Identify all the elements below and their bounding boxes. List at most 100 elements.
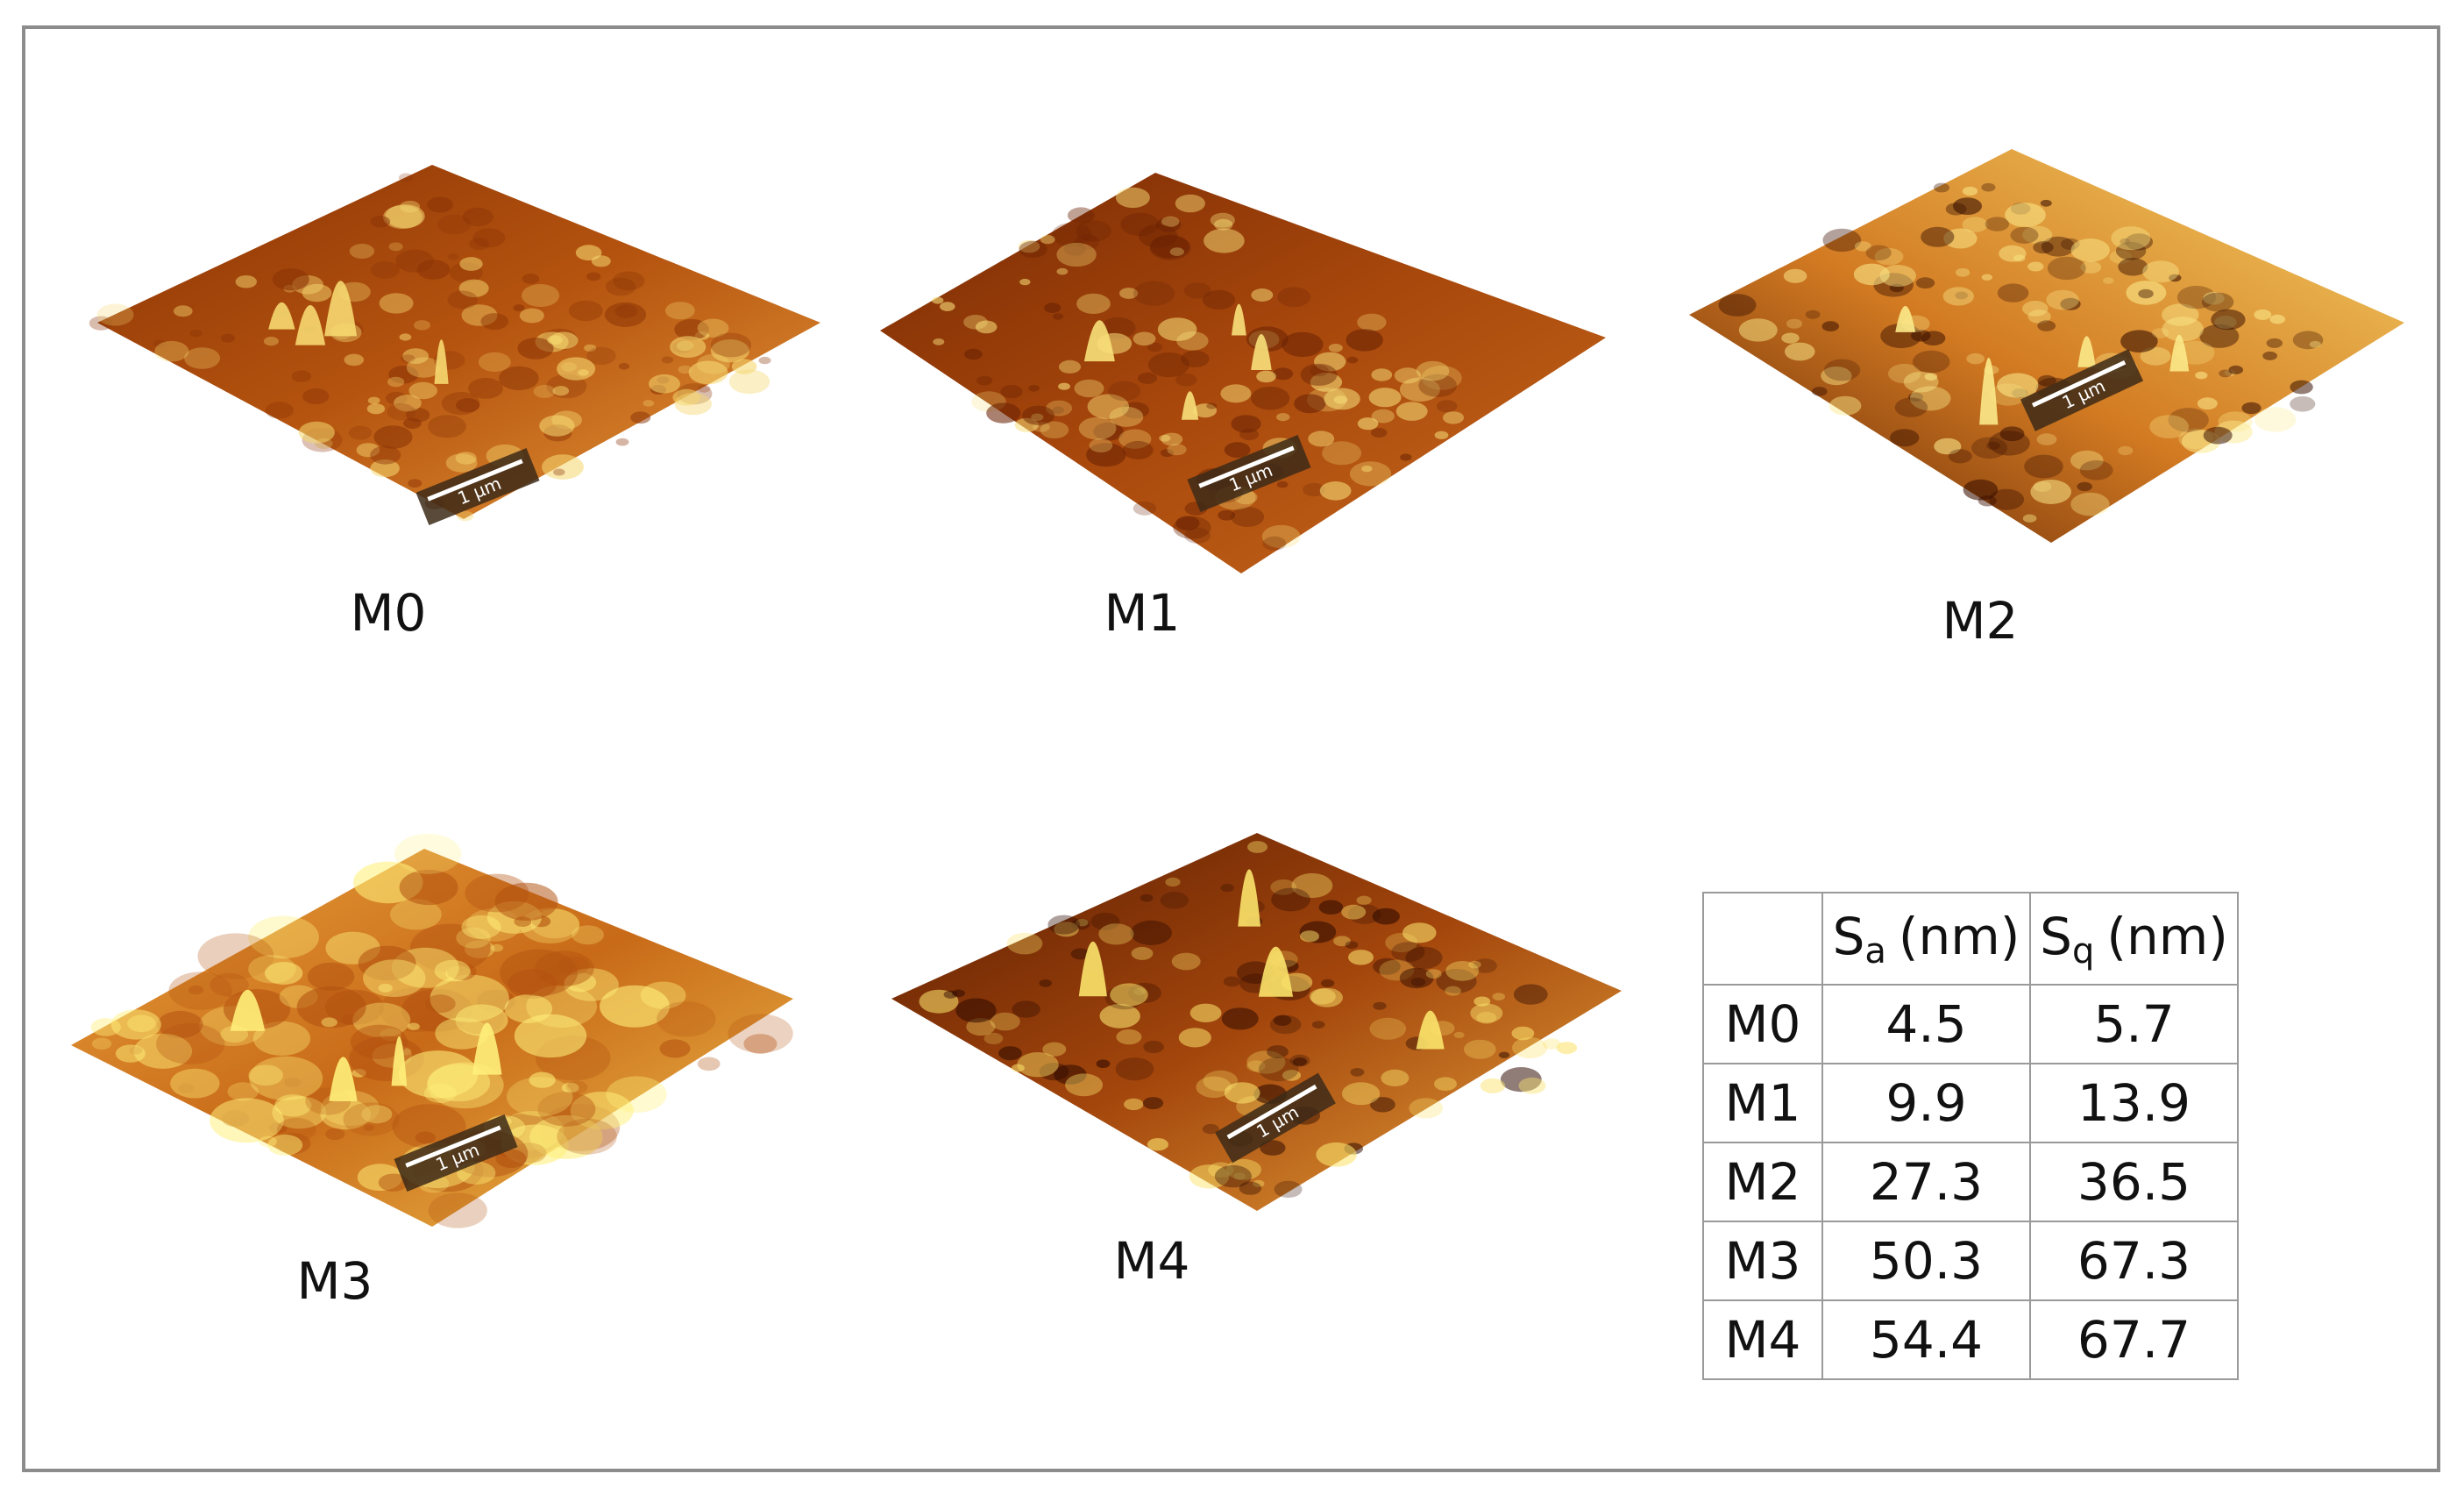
- surface-peak: [1232, 303, 1246, 336]
- surface-bump: [1202, 289, 1236, 310]
- surface-bump: [1273, 1014, 1292, 1027]
- surface-bump: [447, 290, 479, 310]
- surface-bump: [1044, 303, 1062, 313]
- surface-bump: [296, 986, 366, 1029]
- surface-bump: [1221, 1007, 1259, 1030]
- surface-bump: [1076, 293, 1111, 314]
- surface-bump: [2219, 369, 2233, 378]
- table-cell: 9.9: [1821, 1063, 2031, 1143]
- surface-bump: [1122, 440, 1154, 459]
- surface-bump: [265, 962, 303, 985]
- surface-bump: [570, 1092, 634, 1130]
- surface-bump: [1246, 1050, 1286, 1074]
- surface-bump: [1189, 1003, 1222, 1023]
- surface-bump: [276, 1117, 316, 1142]
- surface-base: [97, 165, 820, 519]
- surface-bump: [2309, 340, 2321, 348]
- surface-bump: [472, 228, 506, 248]
- surface-bump: [998, 1046, 1022, 1061]
- surface-bump: [1303, 482, 1325, 497]
- surface-bump: [1100, 317, 1136, 339]
- table-cell: 4.5: [1821, 984, 2031, 1064]
- surface-bump: [1812, 387, 1828, 396]
- surface-bump: [1308, 431, 1335, 447]
- surface-bump: [1828, 395, 1862, 416]
- surface-bump: [1047, 915, 1080, 935]
- surface-bump: [1076, 220, 1111, 242]
- surface-bump: [209, 1098, 284, 1143]
- surface-peak: [391, 1036, 408, 1086]
- surface-bump: [1056, 242, 1097, 267]
- surface-bump: [267, 1134, 303, 1156]
- surface-bump: [1518, 1077, 1546, 1094]
- surface-bump: [1028, 385, 1040, 392]
- surface-bump: [457, 510, 474, 522]
- surface-bump: [572, 925, 604, 945]
- surface-bump: [1955, 291, 1969, 300]
- surface-bump: [1368, 388, 1402, 408]
- surface-bump: [2138, 288, 2154, 299]
- surface-bump: [197, 933, 274, 979]
- surface-bump: [1258, 1057, 1299, 1082]
- surface-bump: [1320, 979, 1335, 987]
- surface-bump: [416, 260, 451, 280]
- surface-bump: [1206, 402, 1218, 409]
- surface-bump: [539, 415, 575, 437]
- surface-peak: [1895, 305, 1916, 332]
- surface-bump: [2030, 480, 2071, 504]
- surface-bump: [1978, 495, 1997, 507]
- surface-bump: [1147, 342, 1163, 352]
- surface-bump: [1131, 946, 1154, 960]
- surface-bump: [394, 395, 422, 412]
- column-header: Sa (nm): [1821, 892, 2031, 986]
- surface-bump: [1391, 942, 1425, 963]
- surface-bump: [2027, 261, 2044, 272]
- surface-bump: [2033, 480, 2052, 492]
- surface-bump: [1087, 394, 1130, 419]
- surface-bump: [2228, 365, 2243, 374]
- surface-bump: [89, 316, 113, 331]
- surface-bump: [1291, 872, 1333, 899]
- surface-bump: [115, 1044, 146, 1063]
- surface-bump: [1067, 207, 1095, 224]
- surface-bump: [710, 339, 749, 363]
- surface-bump: [2162, 317, 2204, 342]
- surface-bump: [1921, 226, 1955, 247]
- table-row: M4 54.4 67.7: [1702, 1299, 2239, 1380]
- surface-bump: [1966, 352, 1985, 365]
- surface-bump: [1282, 331, 1324, 358]
- surface-bump: [1133, 501, 1157, 516]
- surface-bump: [547, 335, 563, 345]
- surface-bump: [1370, 1097, 1395, 1113]
- surface-bump: [398, 1050, 479, 1099]
- surface-bump: [387, 376, 405, 388]
- surface-bump: [1981, 182, 1996, 192]
- surface-bump: [1175, 516, 1200, 530]
- surface-bump: [1070, 948, 1090, 960]
- surface-bump: [561, 362, 577, 372]
- surface-bump: [2169, 274, 2182, 282]
- surface-bump: [2126, 281, 2167, 305]
- surface-bump: [674, 318, 709, 340]
- surface-bump: [400, 200, 421, 213]
- surface-bump: [456, 927, 491, 949]
- surface-bump: [1294, 394, 1326, 414]
- surface-bump: [370, 459, 400, 478]
- surface-bump: [1997, 283, 2029, 303]
- panel-label: M0: [351, 583, 427, 643]
- surface-bump: [348, 425, 373, 440]
- surface-bump: [406, 357, 441, 378]
- table-row: M1 9.9 13.9: [1702, 1063, 2239, 1143]
- surface-bump: [387, 403, 415, 421]
- surface-bump: [274, 1094, 312, 1117]
- surface-bump: [1853, 263, 1890, 286]
- surface-bump: [235, 275, 257, 288]
- surface-bump: [1418, 374, 1458, 397]
- surface-bump: [2203, 291, 2225, 305]
- surface-bump: [399, 869, 458, 906]
- scale-bar-line: [405, 1125, 501, 1168]
- surface-bump: [1075, 234, 1100, 250]
- surface-bump: [986, 402, 1021, 424]
- panel-label: M2: [1942, 591, 2019, 651]
- table-cell: 27.3: [1821, 1142, 2031, 1222]
